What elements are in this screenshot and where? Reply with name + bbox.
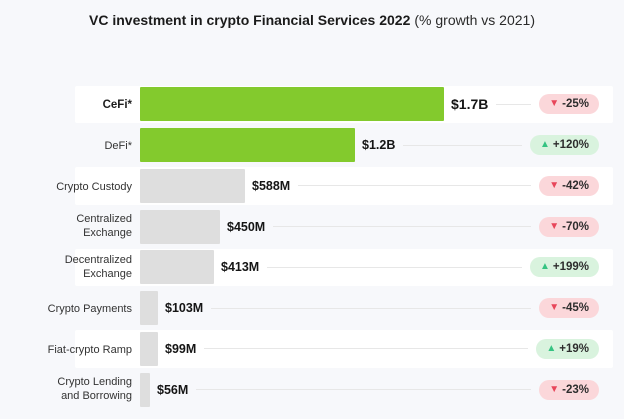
growth-badge: ▲ +199% [529, 257, 599, 278]
value-label: $413M [221, 260, 260, 275]
chart-row: Crypto Payments $103M ▼ -45% [0, 288, 624, 329]
growth-badge: ▼ -70% [539, 216, 599, 237]
down-triangle-icon: ▼ [549, 98, 560, 110]
value-label: $99M [165, 341, 197, 356]
value-bar [140, 372, 150, 407]
down-triangle-icon: ▼ [549, 220, 560, 232]
up-triangle-icon: ▲ [539, 139, 550, 151]
growth-badge: ▼ -45% [539, 298, 599, 319]
value-bar [140, 168, 245, 203]
category-label: Crypto Lending and Borrowing [57, 375, 132, 403]
chart-row: Crypto Lending and Borrowing $56M ▼ -23% [0, 369, 624, 410]
growth-value: -25% [562, 98, 589, 111]
value-bar [140, 87, 444, 122]
chart-row: CeFi* $1.7B ▼ -25% [0, 84, 624, 125]
chart-row: Decentralized Exchange $413M ▲ +199% [0, 247, 624, 288]
growth-value: +199% [552, 261, 589, 274]
chart-row: Crypto Custody $588M ▼ -42% [0, 166, 624, 207]
leader-line [496, 103, 532, 105]
chart-row: Fiat-crypto Ramp $99M ▲ +19% [0, 329, 624, 370]
bar-chart: CeFi* $1.7B ▼ -25% DeFi* $1.2B [0, 84, 624, 410]
category-label: Decentralized Exchange [64, 253, 132, 281]
leader-line [273, 226, 532, 228]
value-label: $450M [227, 219, 266, 234]
chart-row: DeFi* $1.2B ▲ +120% [0, 125, 624, 166]
chart-title-subtitle: (% growth vs 2021) [414, 12, 535, 28]
leader-line [196, 389, 532, 391]
value-bar [140, 291, 158, 326]
growth-value: +120% [552, 139, 589, 152]
growth-value: -42% [562, 179, 589, 192]
growth-badge: ▲ +120% [529, 135, 599, 156]
value-bar [140, 250, 214, 285]
down-triangle-icon: ▼ [549, 383, 560, 395]
value-label: $103M [165, 301, 204, 316]
growth-badge: ▼ -25% [539, 94, 599, 115]
value-bar [140, 209, 220, 244]
growth-value: -23% [562, 383, 589, 396]
value-label: $56M [157, 382, 189, 397]
growth-badge: ▲ +19% [536, 338, 599, 359]
category-label: DeFi* [104, 140, 132, 153]
category-label: Crypto Payments [47, 303, 132, 316]
value-label: $1.7B [451, 96, 489, 113]
value-bar [140, 128, 355, 163]
leader-line [211, 307, 532, 309]
down-triangle-icon: ▼ [549, 302, 560, 314]
chart-title-main: VC investment in crypto Financial Servic… [89, 12, 411, 28]
growth-badge: ▼ -42% [539, 175, 599, 196]
category-label: Fiat-crypto Ramp [47, 343, 132, 356]
leader-line [403, 144, 522, 146]
growth-value: -45% [562, 302, 589, 315]
up-triangle-icon: ▲ [546, 342, 557, 354]
category-label: CeFi* [102, 99, 132, 112]
down-triangle-icon: ▼ [549, 179, 560, 191]
leader-line [267, 266, 522, 268]
value-label: $1.2B [362, 138, 396, 153]
value-bar [140, 331, 158, 366]
category-label: Crypto Custody [56, 180, 132, 193]
growth-value: -70% [562, 220, 589, 233]
leader-line [204, 348, 529, 350]
growth-value: +19% [559, 342, 589, 355]
growth-badge: ▼ -23% [539, 379, 599, 400]
leader-line [298, 185, 532, 187]
category-label: Centralized Exchange [76, 212, 132, 240]
up-triangle-icon: ▲ [539, 261, 550, 273]
value-label: $588M [252, 178, 291, 193]
chart-row: Centralized Exchange $450M ▼ -70% [0, 206, 624, 247]
chart-title: VC investment in crypto Financial Servic… [0, 11, 624, 29]
